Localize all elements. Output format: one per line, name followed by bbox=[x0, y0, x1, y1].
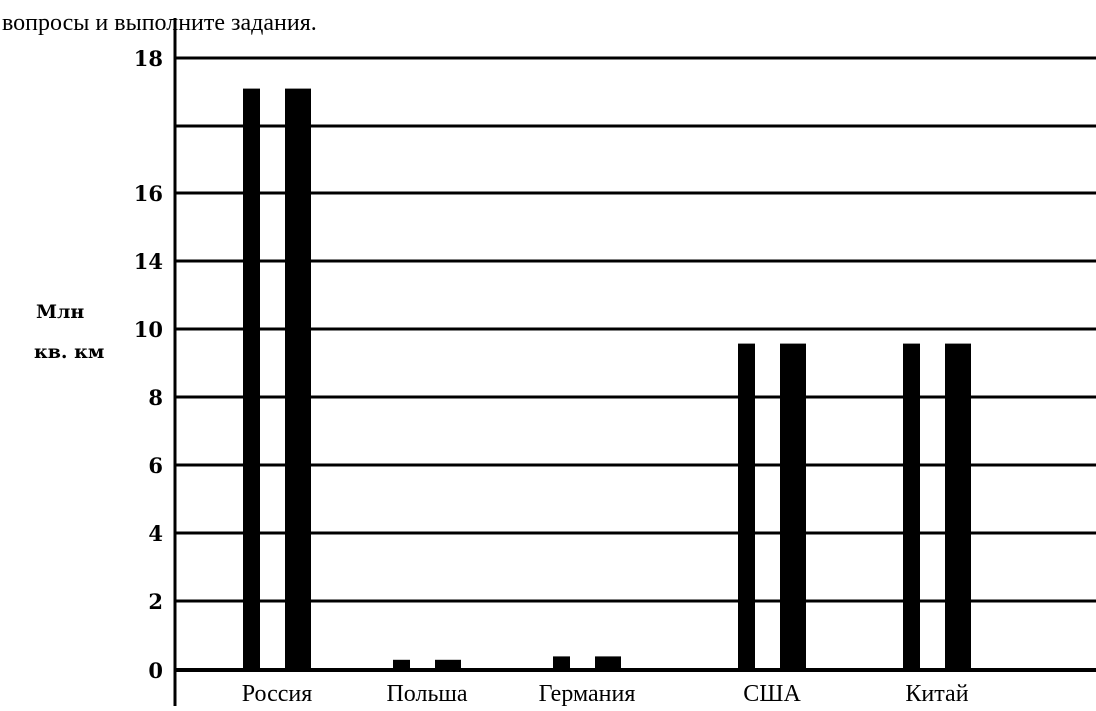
y-tick-label: 2 bbox=[148, 589, 163, 614]
y-tick-labels: 0 2 4 6 8 10 14 16 18 bbox=[134, 46, 163, 683]
y-tick-label: 8 bbox=[148, 385, 163, 410]
bar-Германия bbox=[553, 656, 621, 670]
y-unit-label-line1: Млн bbox=[36, 301, 84, 323]
y-tick-label: 16 bbox=[134, 181, 163, 206]
bar-Польша bbox=[393, 659, 461, 670]
bar-Китай bbox=[903, 343, 971, 670]
bar-column-right bbox=[945, 343, 971, 670]
bars bbox=[243, 88, 971, 671]
bar-column-left bbox=[903, 343, 920, 670]
category-label: Россия bbox=[242, 681, 313, 707]
bar-США bbox=[738, 343, 806, 670]
bar-column-left bbox=[553, 656, 570, 670]
bar-Россия bbox=[243, 88, 311, 671]
y-unit-label-line2: кв. км bbox=[34, 341, 104, 363]
category-label: Германия bbox=[539, 681, 636, 707]
y-tick-label: 0 bbox=[148, 658, 163, 683]
category-labels: Россия Польша Германия США Китай bbox=[242, 681, 969, 707]
bar-column-right bbox=[285, 88, 311, 671]
category-label: США bbox=[743, 681, 801, 707]
header-text: вопросы и выполните задания. bbox=[2, 10, 317, 36]
bar-column-right bbox=[595, 656, 621, 670]
y-tick-label: 6 bbox=[148, 453, 163, 478]
y-tick-label: 10 bbox=[134, 317, 163, 342]
bar-column-right bbox=[780, 343, 806, 670]
bar-column-left bbox=[738, 343, 755, 670]
y-tick-label: 18 bbox=[134, 46, 163, 71]
bar-column-left bbox=[393, 659, 410, 670]
y-tick-label: 4 bbox=[148, 521, 163, 546]
bar-column-left bbox=[243, 88, 260, 671]
y-tick-label: 14 bbox=[134, 249, 163, 274]
bar-column-right bbox=[435, 659, 461, 670]
category-label: Польша bbox=[386, 681, 467, 707]
category-label: Китай bbox=[905, 681, 968, 707]
